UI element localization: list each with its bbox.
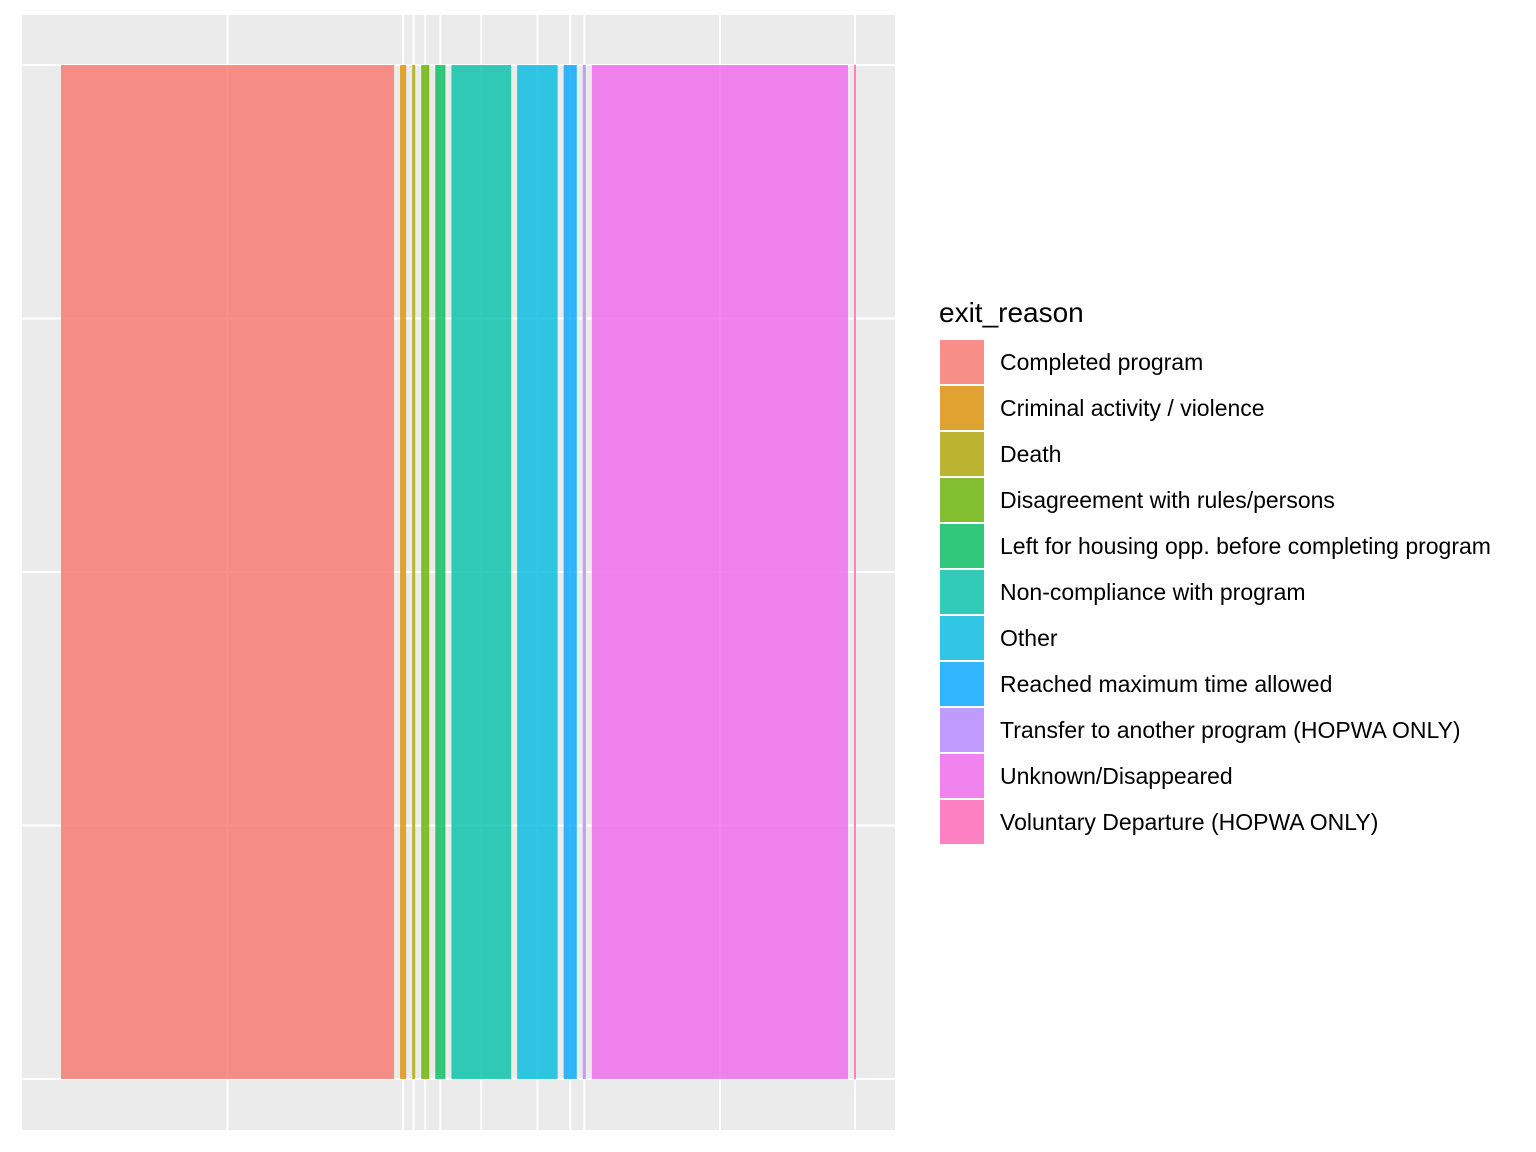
bar-7 xyxy=(517,65,558,1079)
legend-label: Unknown/Disappeared xyxy=(1000,763,1233,789)
bar-9 xyxy=(582,65,586,1079)
legend-key-swatch xyxy=(939,799,985,845)
legend-label: Transfer to another program (HOPWA ONLY) xyxy=(1000,717,1461,743)
bars xyxy=(61,65,856,1079)
legend-key-swatch xyxy=(939,615,985,661)
bar-8 xyxy=(563,65,577,1079)
bar-5 xyxy=(435,65,446,1079)
bar-6 xyxy=(451,65,512,1079)
legend: exit_reason Completed program Criminal ac… xyxy=(939,297,1491,845)
legend-label: Voluntary Departure (HOPWA ONLY) xyxy=(1000,809,1378,835)
legend-key-swatch xyxy=(939,339,985,385)
legend-label: Death xyxy=(1000,441,1061,467)
legend-label: Disagreement with rules/persons xyxy=(1000,487,1335,513)
legend-key-swatch xyxy=(939,477,985,523)
legend-key-swatch xyxy=(939,523,985,569)
legend-key-swatch xyxy=(939,431,985,477)
bar-4 xyxy=(421,65,430,1079)
legend-key-swatch xyxy=(939,385,985,431)
bar-3 xyxy=(412,65,416,1079)
legend-label: Completed program xyxy=(1000,349,1203,375)
legend-key-swatch xyxy=(939,569,985,615)
legend-label: Reached maximum time allowed xyxy=(1000,671,1332,697)
bar-11 xyxy=(853,65,856,1079)
bar-2 xyxy=(400,65,407,1079)
bar-10 xyxy=(591,65,848,1079)
bar-1 xyxy=(61,65,395,1079)
legend-label: Non-compliance with program xyxy=(1000,579,1306,605)
legend-key-swatch xyxy=(939,707,985,753)
legend-title: exit_reason xyxy=(939,297,1084,328)
legend-key-swatch xyxy=(939,753,985,799)
legend-key-swatch xyxy=(939,661,985,707)
legend-items: Completed program Criminal activity / vio… xyxy=(939,339,1491,845)
legend-label: Criminal activity / violence xyxy=(1000,395,1265,421)
legend-label: Left for housing opp. before completing … xyxy=(1000,533,1491,559)
legend-label: Other xyxy=(1000,625,1058,651)
